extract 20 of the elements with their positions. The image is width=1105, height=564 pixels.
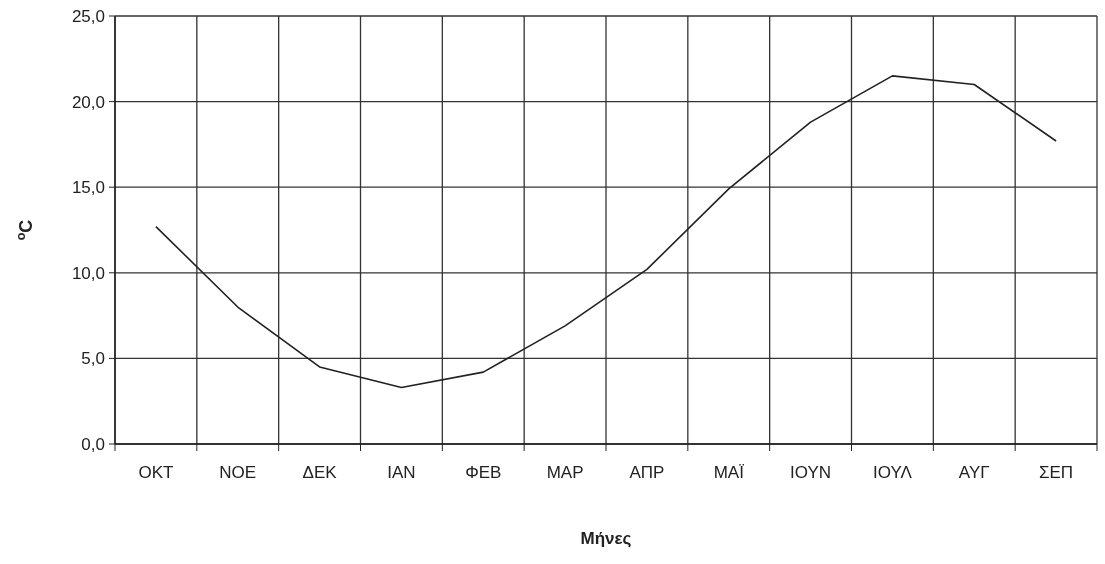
y-tick-label: 0,0: [81, 434, 105, 454]
x-tick-label: ΦΕΒ: [465, 463, 502, 482]
x-tick-label: ΔΕΚ: [302, 463, 338, 482]
line-series: [155, 75, 1057, 389]
y-tick-label: 10,0: [71, 263, 105, 283]
y-tick-label: 5,0: [81, 349, 105, 369]
y-tick-label: 15,0: [71, 178, 105, 198]
x-tick-label: ΙΟΥΝ: [790, 463, 832, 482]
x-tick-label: ΜΑΪ: [713, 463, 745, 482]
x-tick-label: ΜΑΡ: [546, 463, 584, 482]
x-tick-label: ΙΟΥΛ: [872, 463, 913, 482]
x-tick-label: ΑΠΡ: [629, 463, 665, 482]
x-tick-label: ΑΥΓ: [958, 463, 990, 482]
y-tick-label: 20,0: [71, 92, 105, 112]
y-tick-label: 25,0: [71, 6, 105, 26]
x-tick-label: ΝΟΕ: [219, 463, 257, 482]
x-tick-label: ΙΑΝ: [387, 463, 416, 482]
x-axis-title: Μήνες: [580, 529, 632, 548]
x-tick-label: ΣΕΠ: [1039, 463, 1074, 482]
x-tick-label: ΟΚΤ: [138, 463, 174, 482]
